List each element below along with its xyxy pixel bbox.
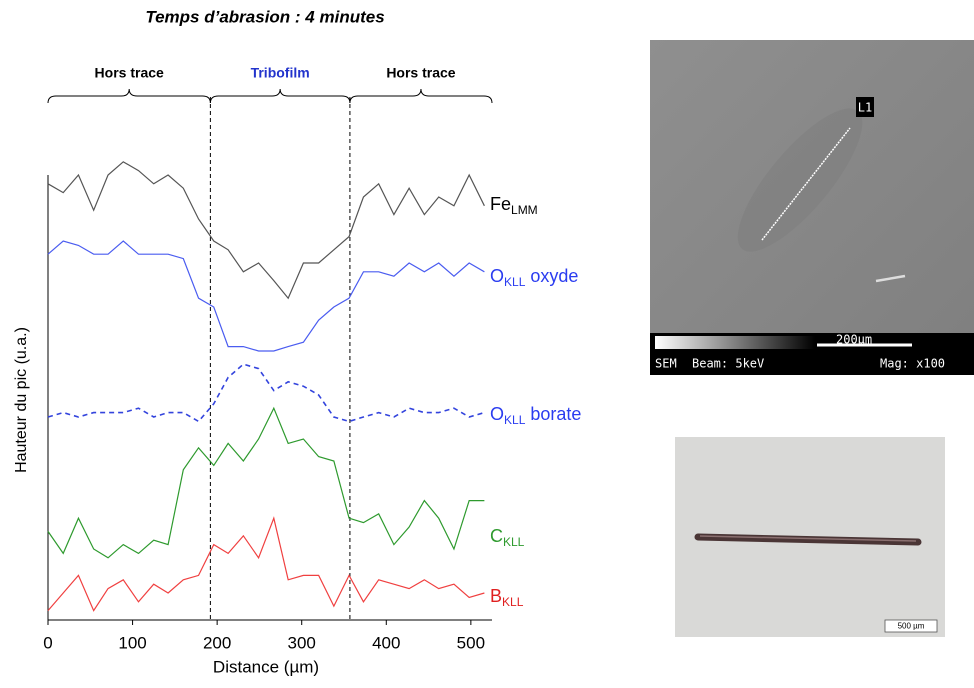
optical-scale-label: 500 µm [898, 622, 925, 631]
series-label-sub: LMM [511, 203, 538, 217]
x-tick-label: 0 [43, 633, 52, 652]
series-label-sub: KLL [504, 275, 526, 289]
x-tick-label: 300 [288, 633, 316, 652]
series-line [47, 363, 485, 423]
series-label: FeLMM [490, 194, 538, 217]
series-line [47, 516, 485, 612]
series-line [47, 161, 485, 300]
sem-shade [737, 108, 863, 252]
series-label-name: O [490, 266, 504, 286]
x-tick-label: 200 [203, 633, 231, 652]
optical-scale-box [884, 619, 938, 633]
region-brace [47, 88, 211, 104]
series-label: OKLL borate [490, 404, 581, 427]
region-label: Hors trace [95, 65, 164, 81]
sem-beam: Beam: 5keV [692, 357, 764, 371]
sem-image: L1 200µm SEM Beam: 5keV Mag: x100 [650, 40, 974, 375]
series-label-suffix: borate [525, 404, 581, 424]
x-axis-label: Distance (µm) [213, 657, 319, 676]
y-axis-label: Hauteur du pic (u.a.) [13, 327, 30, 473]
optical-rod [694, 533, 922, 546]
sem-line-scan [761, 127, 851, 241]
series-line [47, 406, 485, 559]
optical-image: 500 µm [675, 437, 945, 637]
series-label-suffix: oxyde [525, 266, 578, 286]
region-label: Tribofilm [251, 65, 310, 81]
sem-marker-box [856, 97, 874, 117]
sem-mode: SEM [655, 357, 677, 371]
series-label: BKLL [490, 586, 524, 609]
series-label-name: Fe [490, 194, 511, 214]
series-label-name: B [490, 586, 502, 606]
series-label-sub: KLL [503, 535, 525, 549]
sem-mag: Mag: x100 [880, 357, 945, 371]
sem-feature [875, 274, 906, 283]
x-tick-label: 100 [118, 633, 146, 652]
sem-background [650, 40, 974, 375]
series-line [47, 240, 485, 352]
series-label: OKLL oxyde [490, 266, 578, 289]
sem-marker: L1 [858, 101, 872, 115]
series-label-sub: KLL [504, 413, 526, 427]
x-tick-label: 500 [457, 633, 485, 652]
series-label: CKLL [490, 526, 525, 549]
chart-title: Temps d’abrasion : 4 minutes [145, 7, 384, 26]
sem-scale-label: 200µm [836, 333, 872, 347]
x-tick-label: 400 [372, 633, 400, 652]
region-label: Hors trace [386, 65, 455, 81]
series-label-name: O [490, 404, 504, 424]
region-brace [209, 88, 351, 104]
region-brace [349, 88, 493, 104]
sem-gradient [655, 336, 815, 349]
series-label-sub: KLL [502, 595, 524, 609]
optical-rod-highlight [699, 535, 917, 542]
series-label-name: C [490, 526, 503, 546]
